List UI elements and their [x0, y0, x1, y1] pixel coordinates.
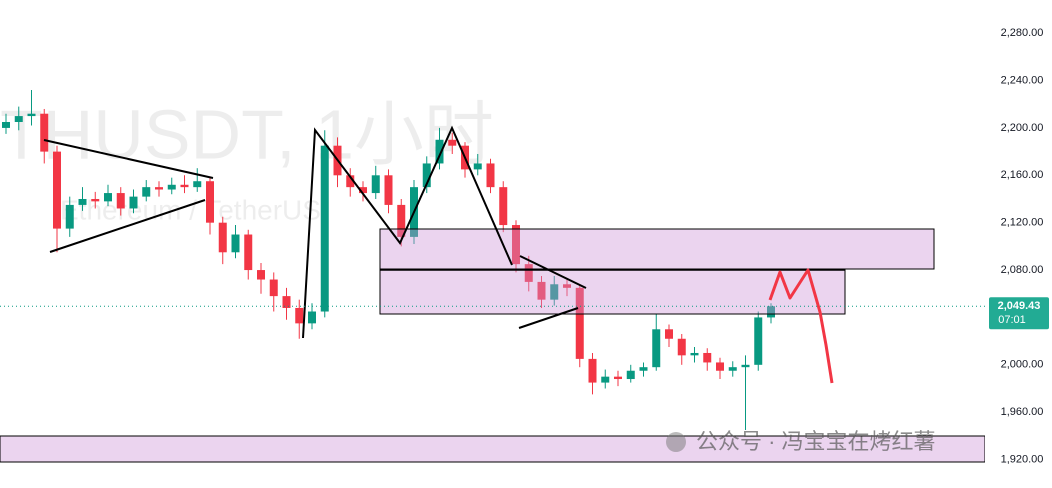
candle-body: [231, 234, 240, 253]
candle-body: [2, 122, 10, 128]
candle-body: [218, 222, 227, 253]
trendline: [49, 199, 206, 253]
y-tick-label: 2,000.00: [1001, 359, 1044, 371]
trendline: [302, 125, 513, 339]
candle-body: [652, 329, 661, 368]
candle-body: [180, 184, 189, 188]
trendline: [43, 139, 214, 179]
candle-body: [282, 296, 291, 308]
candle-body: [512, 225, 520, 265]
candle-body: [741, 364, 750, 368]
candle-body: [486, 163, 495, 188]
candle-body: [257, 270, 265, 280]
last-price-box: [989, 297, 1049, 330]
price-axis: [985, 0, 1052, 488]
candle-body: [167, 184, 176, 190]
candle-body: [104, 193, 112, 202]
candle-body: [767, 306, 775, 318]
candle-body: [320, 145, 329, 312]
candle-body: [78, 198, 87, 205]
candle-body: [435, 139, 444, 164]
candle-body: [601, 376, 610, 383]
wechat-icon: [666, 432, 686, 452]
y-tick-label: 2,240.00: [1001, 74, 1044, 86]
candle-body: [728, 367, 737, 371]
candle-body: [563, 284, 571, 288]
candle-body: [40, 113, 49, 152]
watermark-subtitle: Ethereum / TetherUS: [60, 194, 321, 225]
axis-labels: 1,920.001,960.002,000.002,040.002,080.00…: [985, 27, 1049, 465]
candle-body: [448, 139, 457, 146]
candle-body: [677, 338, 686, 356]
candle-body: [422, 163, 431, 188]
candle-body: [27, 113, 36, 117]
candle-body: [384, 175, 393, 205]
candle-body: [550, 284, 559, 300]
candle-body: [639, 367, 648, 371]
candle-body: [269, 279, 278, 297]
candle-body: [588, 358, 597, 383]
y-tick-label: 2,160.00: [1001, 169, 1044, 181]
candle-body: [371, 175, 380, 194]
trendline: [519, 255, 587, 289]
zone: [379, 228, 935, 270]
candle-body: [703, 352, 712, 363]
wechat-watermark: 公众号 · 冯宝宝在烤红薯: [696, 429, 936, 454]
candle-body: [524, 264, 533, 282]
candle-body: [754, 317, 763, 365]
y-tick-label: 1,960.00: [1001, 406, 1044, 418]
candle-body: [359, 187, 367, 194]
candle-body: [716, 362, 724, 371]
candle-body: [626, 370, 635, 380]
last-price-label: 2,049.43: [998, 300, 1041, 312]
candle-body: [397, 204, 406, 237]
candle-body: [308, 311, 316, 324]
candle-body: [65, 204, 74, 229]
y-tick-label: 2,280.00: [1001, 27, 1044, 39]
candle-body: [116, 193, 125, 209]
candle-body: [193, 181, 202, 188]
candle-body: [129, 196, 138, 209]
y-tick-label: 2,080.00: [1001, 264, 1044, 276]
candle-body: [665, 329, 673, 339]
candle-body: [575, 287, 584, 359]
candle-body: [295, 307, 304, 324]
watermark: THUSDT, 1小时: [0, 95, 494, 173]
projection-path: [768, 268, 834, 384]
candle-body: [614, 376, 622, 380]
candle-body: [206, 181, 214, 223]
candle-body: [91, 198, 100, 202]
zone: [379, 269, 846, 315]
candle-body: [155, 187, 163, 190]
candle-body: [244, 234, 253, 271]
candle-body: [346, 175, 355, 188]
candle-body: [14, 116, 23, 122]
trendline: [518, 307, 579, 329]
y-tick-label: 2,200.00: [1001, 122, 1044, 134]
candle-body: [537, 281, 546, 300]
candle-body: [499, 187, 508, 226]
countdown: 07:01: [998, 314, 1026, 326]
candle-body: [53, 151, 61, 229]
y-tick-label: 2,120.00: [1001, 217, 1044, 229]
candle-body: [690, 352, 699, 356]
candle-body: [142, 187, 151, 197]
y-tick-label: 1,920.00: [1001, 453, 1044, 465]
candle-body: [473, 163, 482, 170]
